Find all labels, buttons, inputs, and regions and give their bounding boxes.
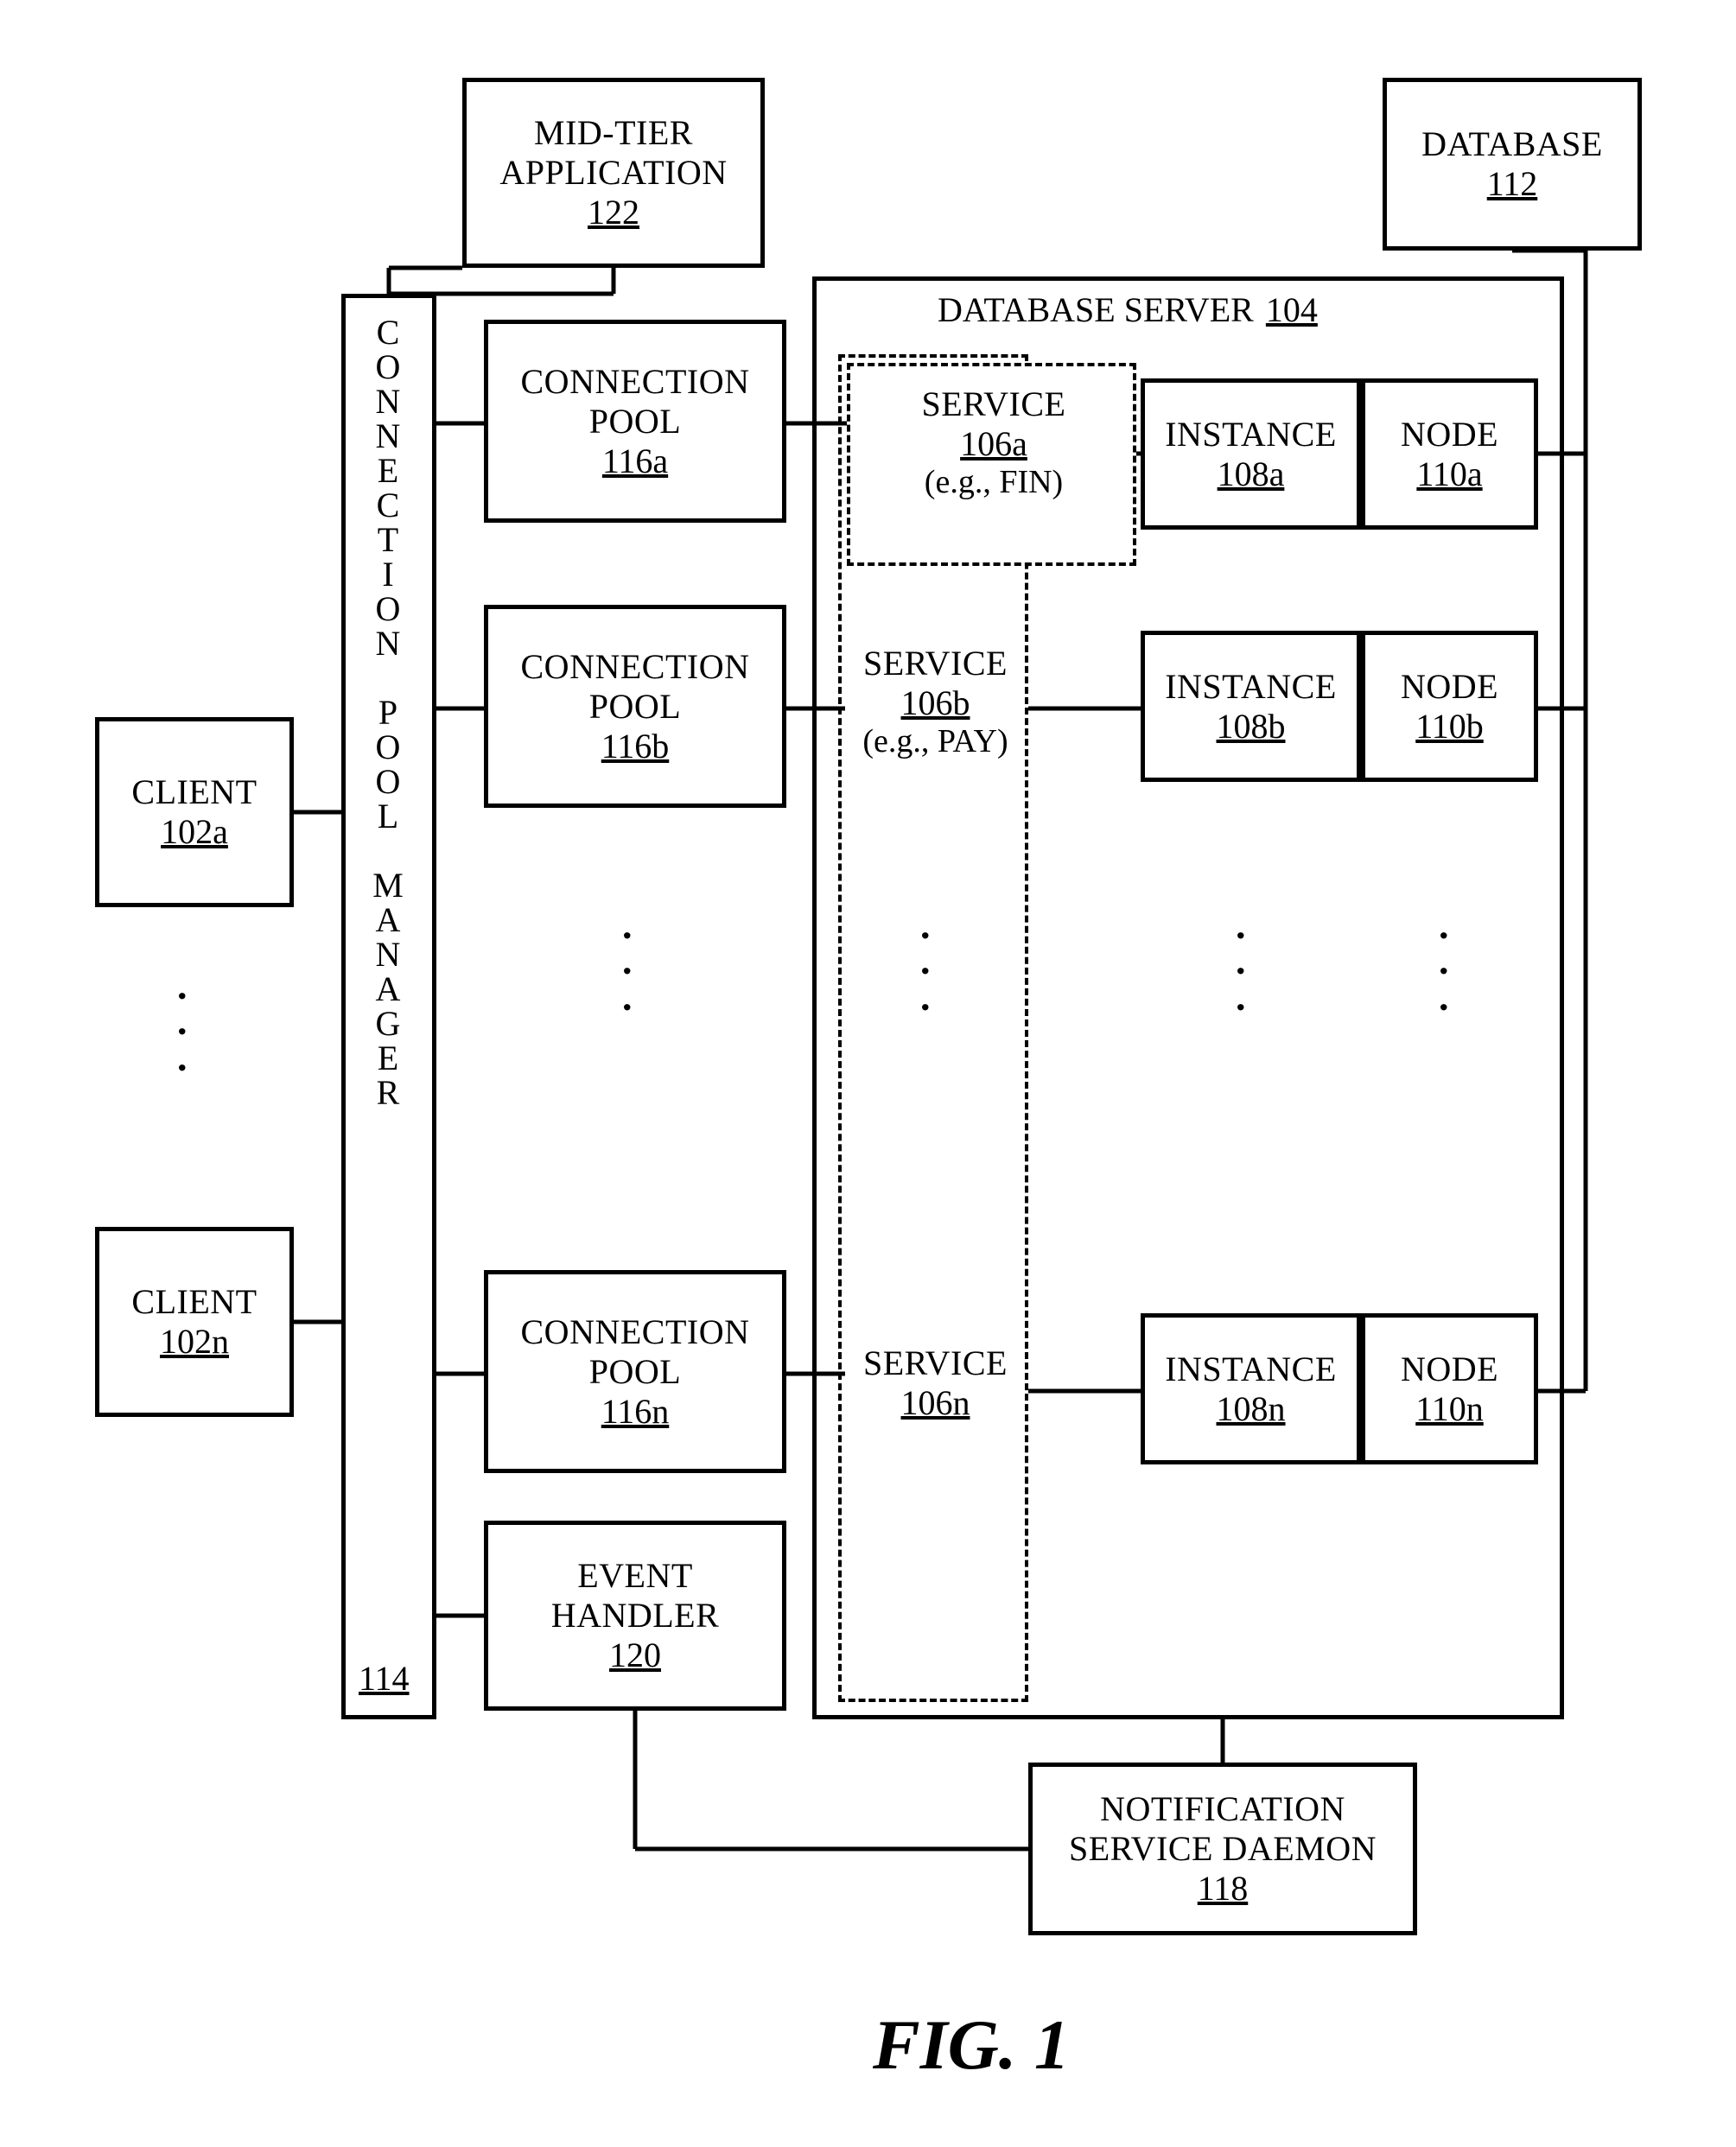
client-n-ref: 102n [160, 1322, 229, 1362]
service-a-ref: 106a [864, 424, 1123, 464]
service-a-eg: (e.g., FIN) [864, 464, 1123, 502]
pool-b-ref: 116b [601, 727, 670, 766]
pool-a-box: CONNECTION POOL 116a [484, 320, 786, 523]
pool-b-box: CONNECTION POOL 116b [484, 605, 786, 808]
figure-caption: FIG. 1 [873, 2004, 1070, 2086]
service-b-eg: (e.g., PAY) [851, 723, 1020, 761]
database-label: DATABASE [1421, 124, 1603, 164]
node-a-box: NODE 110a [1361, 378, 1538, 530]
client-a-ref: 102a [161, 812, 228, 852]
node-a-label: NODE [1401, 415, 1498, 454]
nsd-box: NOTIFICATION SERVICE DAEMON 118 [1028, 1763, 1417, 1935]
cpm-ref: 114 [359, 1659, 410, 1699]
pool-n-ref: 116n [601, 1392, 670, 1432]
database-box: DATABASE 112 [1383, 78, 1642, 251]
client-n-box: CLIENT 102n [95, 1227, 294, 1417]
node-ellipsis: ... [1439, 907, 1449, 1014]
node-n-ref: 110n [1415, 1389, 1484, 1429]
nsd-label2: SERVICE DAEMON [1069, 1829, 1377, 1869]
nsd-label1: NOTIFICATION [1100, 1789, 1345, 1829]
pool-ellipsis: ... [622, 907, 633, 1014]
instance-b-label: INSTANCE [1165, 667, 1337, 707]
db-server-ref: 104 [1266, 290, 1318, 330]
client-n-label: CLIENT [131, 1282, 257, 1322]
service-ellipsis: ... [920, 907, 931, 1014]
midtier-label2: APPLICATION [499, 153, 727, 193]
pool-a-label2: POOL [589, 402, 681, 441]
service-a-text: SERVICE 106a (e.g., FIN) [864, 384, 1123, 502]
event-handler-ref: 120 [609, 1636, 661, 1675]
midtier-box: MID-TIER APPLICATION 122 [462, 78, 765, 268]
pool-a-ref: 116a [602, 441, 668, 481]
instance-n-ref: 108n [1217, 1389, 1286, 1429]
service-n-text: SERVICE 106n [851, 1343, 1020, 1423]
pool-n-label2: POOL [589, 1352, 681, 1392]
pool-n-label1: CONNECTION [521, 1312, 750, 1352]
instance-n-box: INSTANCE 108n [1141, 1313, 1361, 1464]
event-handler-label1: EVENT [577, 1556, 693, 1596]
service-b-ref: 106b [851, 683, 1020, 723]
client-ellipsis: ... [177, 968, 188, 1075]
service-b-text: SERVICE 106b (e.g., PAY) [851, 644, 1020, 761]
event-handler-box: EVENT HANDLER 120 [484, 1521, 786, 1711]
midtier-ref: 122 [588, 193, 639, 232]
node-b-box: NODE 110b [1361, 631, 1538, 782]
node-a-ref: 110a [1416, 454, 1482, 494]
database-ref: 112 [1487, 164, 1538, 204]
db-server-title: DATABASE SERVER 104 [938, 289, 1318, 330]
pool-b-label2: POOL [589, 687, 681, 727]
service-b-label: SERVICE [851, 644, 1020, 683]
diagram-canvas: CLIENT 102a ... CLIENT 102n CONNECTION P… [0, 0, 1736, 2147]
pool-a-label1: CONNECTION [521, 362, 750, 402]
instance-b-ref: 108b [1217, 707, 1286, 746]
event-handler-label2: HANDLER [551, 1596, 720, 1636]
nsd-ref: 118 [1198, 1869, 1249, 1909]
db-server-label: DATABASE SERVER [938, 289, 1254, 330]
instance-n-label: INSTANCE [1165, 1350, 1337, 1389]
node-n-box: NODE 110n [1361, 1313, 1538, 1464]
instance-a-box: INSTANCE 108a [1141, 378, 1361, 530]
client-a-label: CLIENT [131, 772, 257, 812]
instance-b-box: INSTANCE 108b [1141, 631, 1361, 782]
cpm-box: CONNECTION POOL MANAGER [341, 294, 436, 1719]
node-b-ref: 110b [1415, 707, 1484, 746]
midtier-label1: MID-TIER [534, 113, 693, 153]
service-n-label: SERVICE [851, 1343, 1020, 1383]
service-a-label: SERVICE [864, 384, 1123, 424]
instance-ellipsis: ... [1236, 907, 1246, 1014]
node-n-label: NODE [1401, 1350, 1498, 1389]
client-a-box: CLIENT 102a [95, 717, 294, 907]
service-n-ref: 106n [851, 1383, 1020, 1423]
cpm-label: CONNECTION POOL MANAGER [372, 315, 405, 1110]
instance-a-ref: 108a [1218, 454, 1285, 494]
node-b-label: NODE [1401, 667, 1498, 707]
pool-b-label1: CONNECTION [521, 647, 750, 687]
instance-a-label: INSTANCE [1165, 415, 1337, 454]
pool-n-box: CONNECTION POOL 116n [484, 1270, 786, 1473]
